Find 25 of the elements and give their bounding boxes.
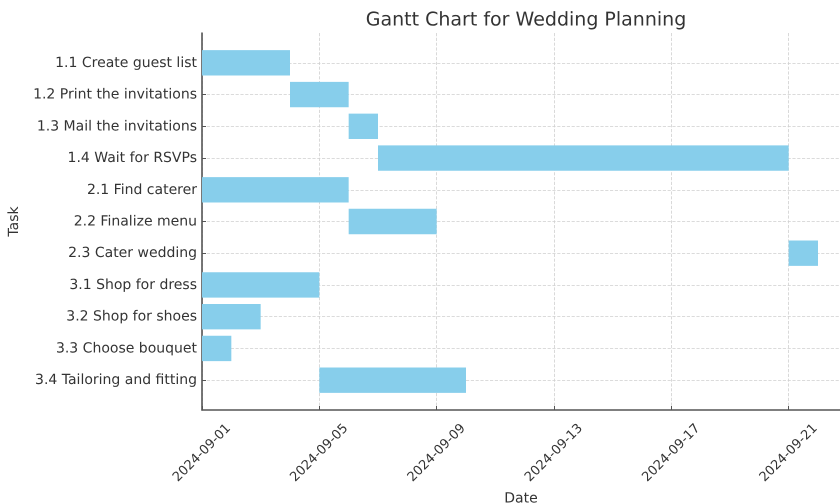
y-tick-label: 1.4 Wait for RSVPs	[68, 150, 197, 166]
bar	[202, 50, 290, 76]
bar	[788, 240, 818, 266]
bar	[202, 177, 349, 202]
y-tick-label: 1.1 Create guest list	[55, 54, 198, 71]
y-tick-label: 3.4 Tailoring and fitting	[35, 372, 197, 388]
bar	[348, 208, 437, 234]
y-tick-label: 1.2 Print the invitations	[33, 86, 197, 103]
y-axis-title: Task	[6, 206, 22, 238]
y-tick-label: 3.2 Shop for shoes	[66, 308, 197, 325]
bar	[319, 367, 466, 393]
y-tick-label: 2.2 Finalize menu	[74, 214, 197, 230]
y-tick-label: 3.1 Shop for dress	[69, 276, 197, 293]
y-tick-label: 2.3 Cater wedding	[68, 245, 197, 262]
bar	[348, 114, 378, 139]
chart-title: Gantt Chart for Wedding Planning	[366, 8, 686, 30]
y-tick-label: 3.3 Choose bouquet	[56, 340, 198, 356]
bar	[290, 82, 349, 108]
bar	[378, 145, 789, 171]
bar	[202, 272, 320, 298]
y-tick-label: 2.1 Find caterer	[86, 182, 198, 198]
bar	[202, 304, 261, 330]
y-tick-label: 1.3 Mail the invitations	[36, 118, 197, 134]
x-axis-title: Date	[504, 490, 538, 503]
bar	[202, 336, 232, 362]
